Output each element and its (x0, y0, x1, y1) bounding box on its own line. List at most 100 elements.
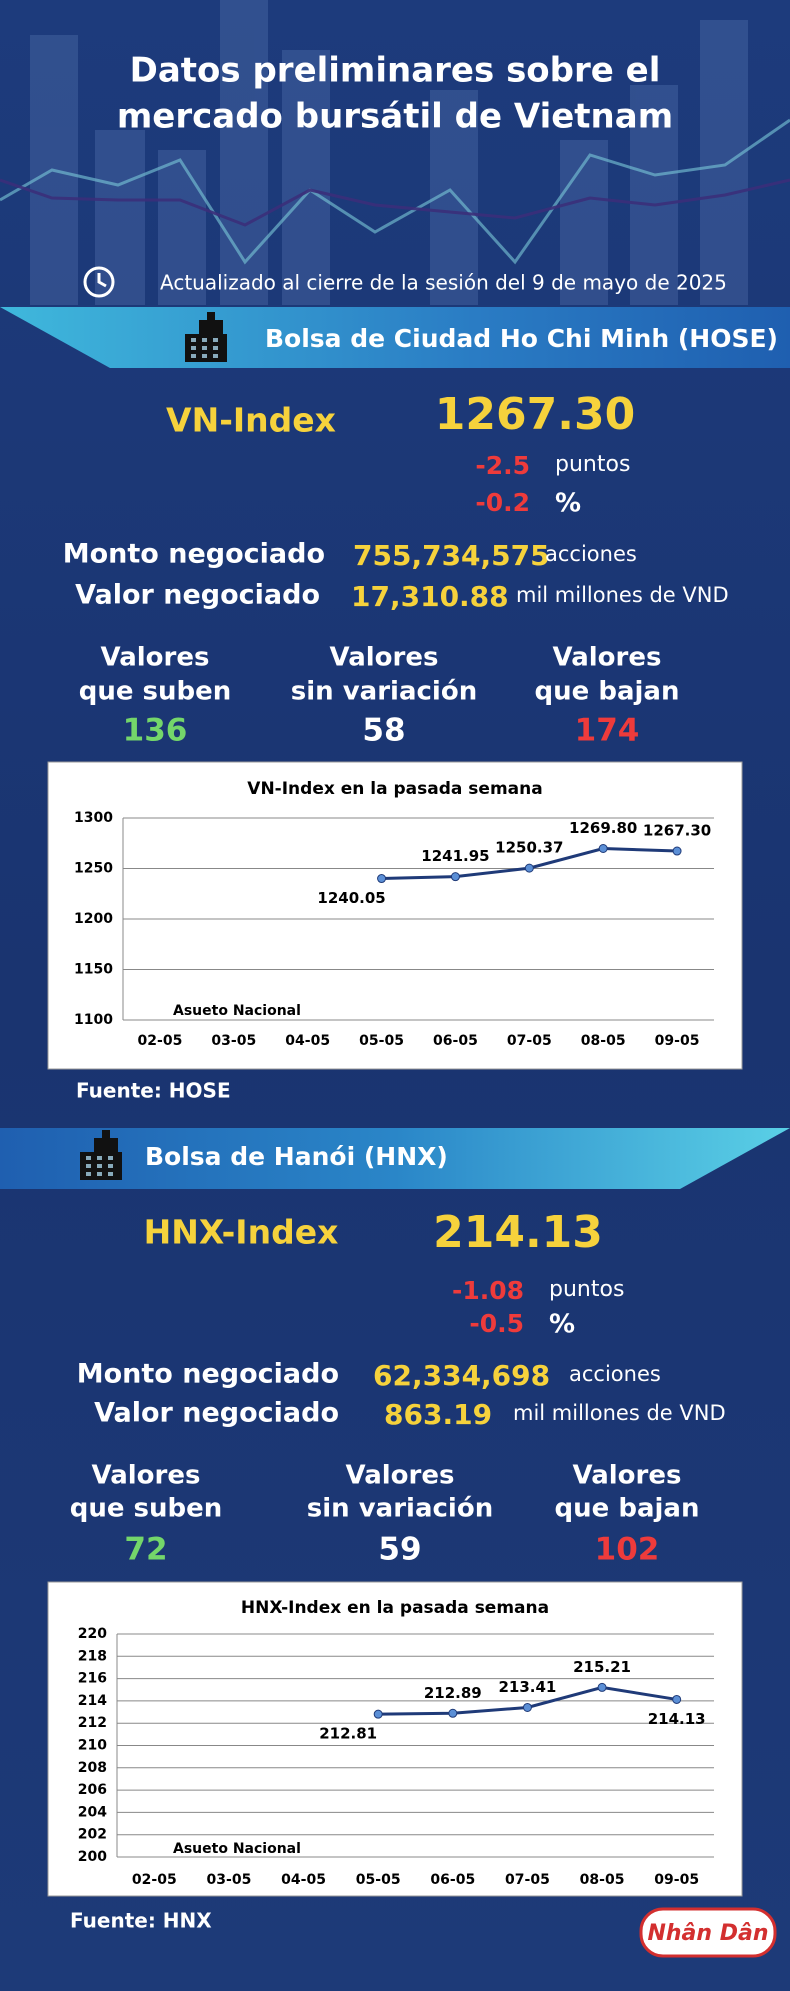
y-tick-label: 216 (78, 1671, 107, 1687)
y-tick-label: 208 (78, 1760, 107, 1776)
point (448, 1708, 458, 1718)
x-tick-label: 02-05 (138, 1033, 183, 1049)
count-label: Valores (92, 1461, 201, 1491)
x-tick-label: 07-05 (505, 1872, 550, 1888)
source: Fuente: HOSE (76, 1079, 231, 1103)
y-tick-label: 1150 (74, 962, 113, 978)
building-icon (202, 346, 207, 350)
count-label: Valores (553, 643, 662, 673)
building-icon (202, 354, 207, 358)
count-label: Valores (573, 1461, 682, 1491)
title: mercado bursátil de Vietnam (117, 97, 673, 137)
point (450, 872, 460, 882)
data-label: 212.89 (424, 1684, 482, 1702)
value: 863.19 (384, 1398, 492, 1431)
index-name: VN-Index (166, 401, 336, 440)
exchange-name: Bolsa de Ciudad Ho Chi Minh (HOSE) (265, 324, 778, 353)
x-tick-label: 03-05 (211, 1033, 256, 1049)
value-unit: mil millones de VND (516, 583, 729, 607)
count-label: Valores (346, 1461, 455, 1491)
building-icon (108, 1156, 113, 1160)
count-label: que bajan (535, 677, 680, 707)
x-tick-label: 03-05 (207, 1872, 252, 1888)
point (672, 846, 682, 856)
y-tick-label: 1300 (74, 810, 113, 826)
count-label: Valores (330, 643, 439, 673)
y-tick-label: 206 (78, 1782, 107, 1798)
count-label: sin variación (291, 677, 477, 707)
y-tick-label: 220 (78, 1626, 107, 1642)
data-label: 1240.05 (317, 889, 385, 907)
source: Fuente: HNX (70, 1909, 212, 1933)
building-icon (213, 346, 218, 350)
building-icon (97, 1172, 102, 1176)
header-decoration (30, 0, 748, 305)
volume: 755,734,575 (353, 539, 550, 572)
y-tick-label: 200 (78, 1849, 107, 1865)
clock-icon (83, 266, 115, 298)
data-label: 215.21 (573, 1658, 631, 1676)
x-tick-label: 08-05 (580, 1872, 625, 1888)
x-tick-label: 08-05 (581, 1033, 626, 1049)
change-percent: -0.5 (469, 1309, 524, 1338)
exchange-name: Bolsa de Hanói (HNX) (145, 1142, 448, 1171)
x-tick-label: 02-05 (132, 1872, 177, 1888)
x-tick-label: 06-05 (430, 1872, 475, 1888)
index-value: 214.13 (433, 1207, 603, 1258)
chart-box (47, 1581, 743, 1897)
building-icon (108, 1172, 113, 1176)
data-label: 1267.30 (643, 822, 711, 840)
y-tick-label: 204 (78, 1804, 107, 1820)
y-tick-label: 212 (78, 1715, 107, 1731)
chart-title: VN-Index en la pasada semana (247, 779, 542, 799)
x-tick-label: 05-05 (356, 1872, 401, 1888)
updated: Actualizado al cierre de la sesión del 9… (160, 271, 727, 295)
percent-unit: % (549, 1310, 575, 1340)
building-icon (213, 338, 218, 342)
data-label: 1250.37 (495, 839, 563, 857)
point (524, 863, 534, 873)
annotation: Asueto Nacional (173, 1003, 301, 1019)
header-decoration (0, 118, 790, 265)
count-value: 72 (124, 1532, 167, 1568)
volume-unit: acciones (569, 1362, 661, 1386)
value-label: Valor negociado (94, 1398, 339, 1429)
change-points: -1.08 (452, 1276, 524, 1305)
points-unit: puntos (555, 452, 630, 477)
building-icon (191, 338, 196, 342)
x-tick-label: 07-05 (507, 1033, 552, 1049)
title: Datos preliminares sobre el (130, 51, 661, 91)
point (373, 1709, 383, 1719)
volume-label: Monto negociado (63, 539, 325, 570)
y-tick-label: 210 (78, 1738, 107, 1754)
count-label: Valores (101, 643, 210, 673)
x-tick-label: 05-05 (359, 1033, 404, 1049)
building-icon (213, 354, 218, 358)
change-percent: -0.2 (475, 488, 530, 517)
data-label: 213.41 (498, 1678, 556, 1696)
count-value: 59 (378, 1532, 421, 1568)
logo: Nhân Dân (639, 1907, 777, 1958)
count-label: que bajan (555, 1494, 700, 1524)
volume: 62,334,698 (373, 1359, 550, 1392)
data-label: 212.81 (319, 1725, 377, 1743)
point (377, 874, 387, 884)
count-label: que suben (70, 1494, 223, 1524)
y-tick-label: 202 (78, 1827, 107, 1843)
index-value: 1267.30 (435, 389, 635, 440)
header-decoration (0, 178, 790, 227)
y-tick-label: 214 (78, 1693, 107, 1709)
x-tick-label: 04-05 (285, 1033, 330, 1049)
volume-unit: acciones (545, 542, 637, 566)
logo-text: Nhân Dân (647, 1921, 768, 1946)
point (598, 844, 608, 854)
data-label: 214.13 (648, 1710, 706, 1728)
building-icon (86, 1172, 91, 1176)
percent-unit: % (555, 489, 581, 519)
y-tick-label: 1100 (74, 1012, 113, 1028)
data-label: 1269.80 (569, 819, 637, 837)
value-unit: mil millones de VND (513, 1401, 726, 1425)
x-tick-label: 06-05 (433, 1033, 478, 1049)
banner (0, 1128, 790, 1189)
